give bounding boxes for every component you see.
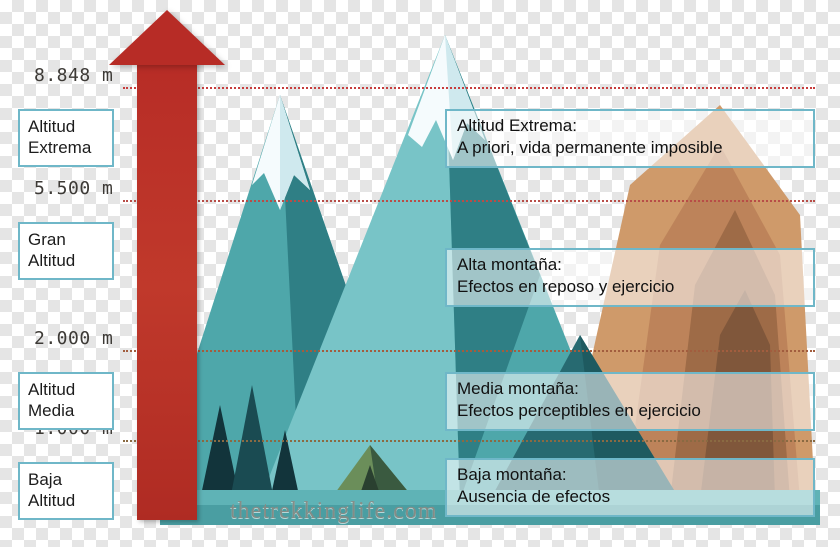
altitude-category-box: AltitudExtrema bbox=[18, 109, 114, 167]
category-line: Baja bbox=[28, 469, 104, 490]
altitude-label: 8.848 m bbox=[34, 65, 113, 86]
arrow-head bbox=[109, 10, 225, 65]
category-line: Extrema bbox=[28, 137, 104, 158]
altitude-category-box: AltitudMedia bbox=[18, 372, 114, 430]
category-line: Media bbox=[28, 400, 104, 421]
description-text: A priori, vida permanente imposible bbox=[457, 137, 803, 159]
altitude-description-box: Baja montaña:Ausencia de efectos bbox=[445, 458, 815, 517]
altitude-description-box: Altitud Extrema:A priori, vida permanent… bbox=[445, 109, 815, 168]
category-line: Altitud bbox=[28, 250, 104, 271]
altitude-label: 5.500 m bbox=[34, 178, 113, 199]
watermark: thetrekkinglife.com bbox=[230, 498, 438, 525]
description-title: Altitud Extrema: bbox=[457, 115, 803, 137]
altitude-category-box: GranAltitud bbox=[18, 222, 114, 280]
category-line: Altitud bbox=[28, 490, 104, 511]
altitude-category-box: BajaAltitud bbox=[18, 462, 114, 520]
description-text: Ausencia de efectos bbox=[457, 486, 803, 508]
category-line: Gran bbox=[28, 229, 104, 250]
description-title: Alta montaña: bbox=[457, 254, 803, 276]
description-text: Efectos perceptibles en ejercicio bbox=[457, 400, 803, 422]
category-line: Altitud bbox=[28, 116, 104, 137]
arrow-stem bbox=[137, 55, 197, 520]
altitude-description-box: Alta montaña:Efectos en reposo y ejercic… bbox=[445, 248, 815, 307]
altitude-description-box: Media montaña:Efectos perceptibles en ej… bbox=[445, 372, 815, 431]
description-title: Baja montaña: bbox=[457, 464, 803, 486]
category-line: Altitud bbox=[28, 379, 104, 400]
description-text: Efectos en reposo y ejercicio bbox=[457, 276, 803, 298]
description-title: Media montaña: bbox=[457, 378, 803, 400]
altitude-label: 2.000 m bbox=[34, 328, 113, 349]
